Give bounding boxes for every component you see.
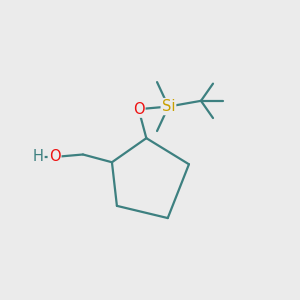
Text: Si: Si [162, 99, 175, 114]
Text: O: O [133, 102, 144, 117]
Text: H: H [33, 149, 44, 164]
Text: O: O [49, 149, 60, 164]
